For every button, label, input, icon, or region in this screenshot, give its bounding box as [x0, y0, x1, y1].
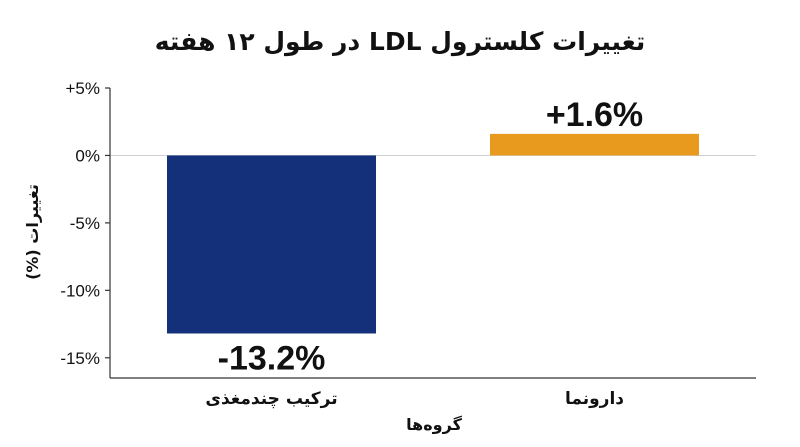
- y-tick-label: -5%: [70, 214, 100, 233]
- y-tick-label: -15%: [60, 349, 100, 368]
- data-label: -13.2%: [218, 339, 326, 377]
- data-label: +1.6%: [546, 96, 643, 134]
- chart-title: تغییرات کلسترول LDL در طول ۱۲ هفته: [155, 27, 646, 57]
- y-tick-label: 0%: [75, 146, 100, 165]
- x-axis-title: گروه‌ها: [406, 415, 462, 434]
- bar: [167, 155, 376, 334]
- y-tick-label: +5%: [66, 79, 101, 98]
- bar: [490, 133, 699, 156]
- y-axis-title: تغییرات (%): [23, 184, 42, 280]
- x-tick-label: دارونما: [565, 389, 624, 409]
- x-tick-label: ترکیب چندمغذی: [205, 389, 337, 409]
- y-tick-label: -10%: [60, 281, 100, 300]
